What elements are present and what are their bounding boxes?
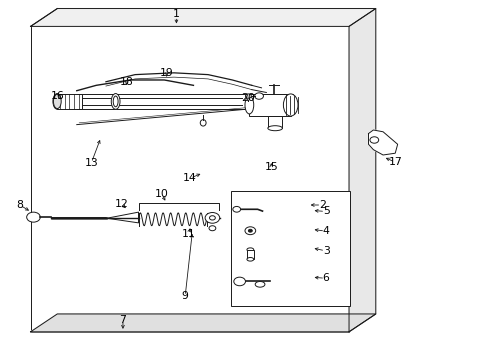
Bar [267,116,282,128]
Text: 6: 6 [322,273,329,283]
Ellipse shape [246,248,253,251]
Text: 8: 8 [17,200,23,210]
Circle shape [248,229,252,232]
Text: 14: 14 [183,173,197,183]
Text: 7: 7 [119,315,126,325]
Circle shape [233,277,245,286]
Text: 19: 19 [160,68,173,78]
Bar [249,94,290,116]
Ellipse shape [111,94,120,109]
Text: 13: 13 [84,158,98,168]
Ellipse shape [283,94,297,116]
Text: 16: 16 [50,91,64,101]
Bar [77,94,292,109]
Circle shape [208,226,215,231]
Bar [246,249,253,259]
Text: 5: 5 [322,206,329,216]
Circle shape [204,212,219,223]
Circle shape [232,206,240,212]
Text: 1: 1 [173,9,180,19]
Bar [30,26,348,332]
Bar [230,191,350,306]
Text: 11: 11 [182,229,195,239]
Text: 9: 9 [182,291,188,301]
Text: 18: 18 [120,77,133,87]
Text: 10: 10 [155,189,168,199]
Circle shape [27,212,40,222]
Circle shape [254,93,263,99]
Ellipse shape [53,94,61,109]
Polygon shape [30,9,375,26]
Text: 15: 15 [264,162,278,172]
Polygon shape [368,130,397,155]
Ellipse shape [244,96,253,114]
Circle shape [369,137,378,143]
Text: 2: 2 [318,200,325,210]
Text: 3: 3 [322,246,329,256]
Polygon shape [348,9,375,332]
Circle shape [244,227,255,235]
Circle shape [245,94,251,98]
Text: 4: 4 [322,226,329,236]
Polygon shape [107,212,138,223]
Ellipse shape [267,126,282,131]
Ellipse shape [200,120,205,126]
Ellipse shape [255,282,264,287]
Ellipse shape [113,96,118,107]
Circle shape [209,216,215,220]
Bar [57,94,81,109]
Polygon shape [30,314,375,332]
Ellipse shape [53,94,61,109]
Text: 12: 12 [115,199,128,209]
Ellipse shape [246,257,253,261]
Text: 17: 17 [387,157,401,167]
Text: 20: 20 [241,93,255,103]
